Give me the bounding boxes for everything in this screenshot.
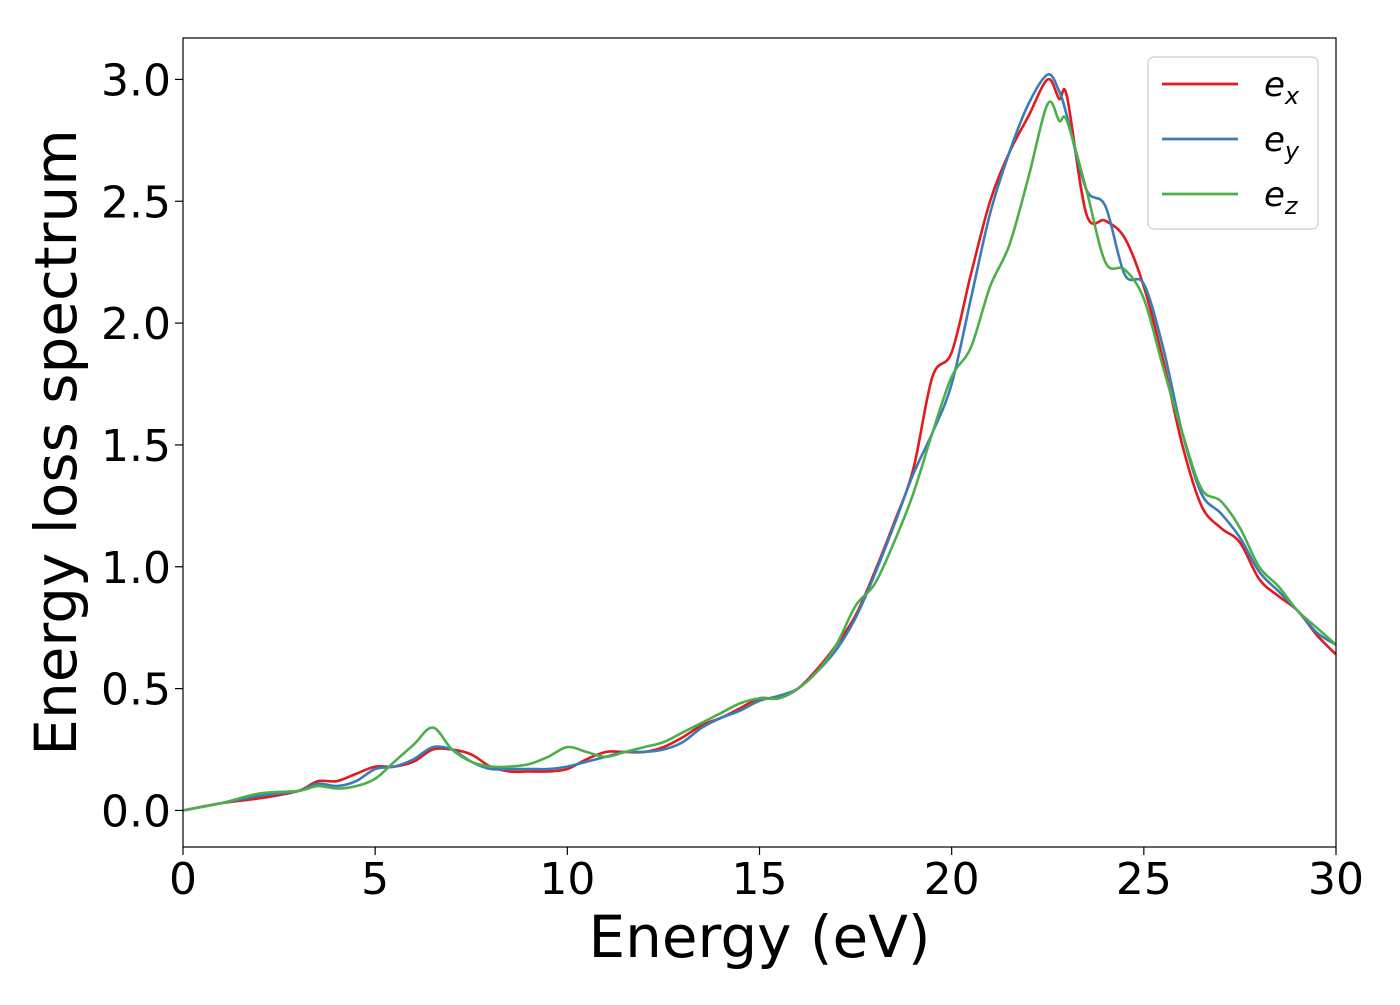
series-lines <box>183 73 1336 812</box>
y-tick-label: 2.0 <box>101 299 171 350</box>
x-tick-label: 10 <box>539 854 595 905</box>
x-tick-label: 30 <box>1308 854 1364 905</box>
legend-label-z: ez <box>1264 175 1299 220</box>
x-tick-label: 20 <box>924 854 980 905</box>
legend-label-x: ex <box>1264 65 1300 110</box>
y-axis-title: Energy loss spectrum <box>22 129 90 755</box>
x-tick-label: 0 <box>169 854 197 905</box>
x-tick-label: 15 <box>732 854 788 905</box>
legend-label-y: ey <box>1264 120 1300 165</box>
y-tick-label: 1.5 <box>101 421 171 472</box>
legend-box <box>1147 56 1319 230</box>
y-tick-label: 3.0 <box>101 55 171 106</box>
y-tick-label: 2.5 <box>101 177 171 228</box>
x-tick-label: 25 <box>1116 854 1172 905</box>
x-axis-title: Energy (eV) <box>588 903 930 971</box>
y-tick-label: 1.0 <box>101 543 171 594</box>
y-tick-label: 0.0 <box>101 786 171 837</box>
axis-ticks: 0 5 10 15 20 25 30 0.0 0.5 1.0 1.5 2.0 2.5 3.0 <box>101 55 1364 905</box>
x-tick-label: 5 <box>361 854 389 905</box>
series-line-z <box>183 100 1336 812</box>
y-tick-label: 0.5 <box>101 665 171 716</box>
legend: ex ey ez <box>1147 56 1319 230</box>
